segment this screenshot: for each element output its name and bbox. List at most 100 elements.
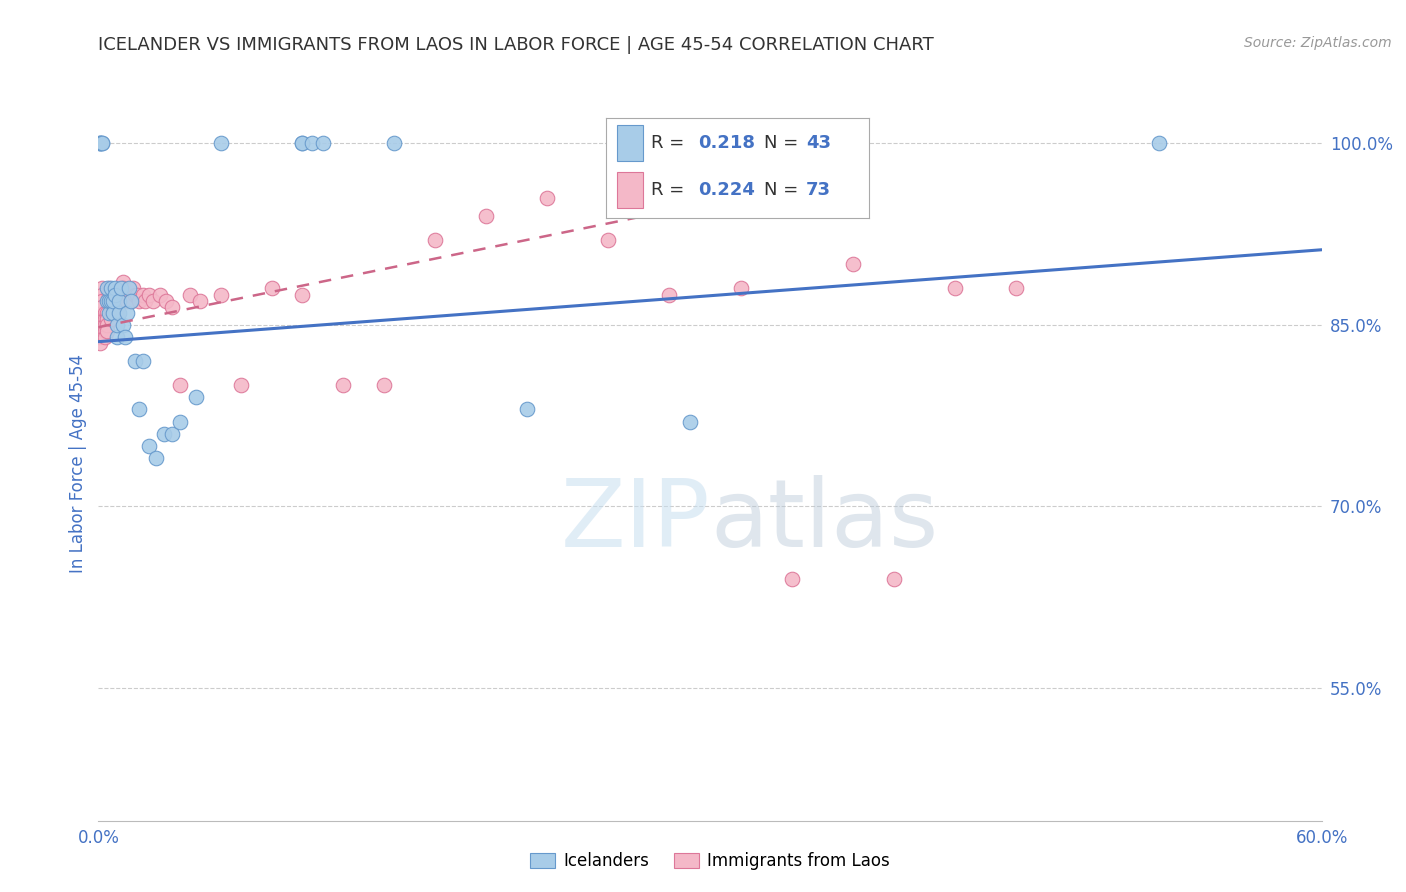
Point xyxy=(658,287,681,301)
Point xyxy=(93,324,115,338)
Point xyxy=(134,293,156,308)
Point xyxy=(155,293,177,308)
Point xyxy=(108,306,131,320)
Point xyxy=(516,402,538,417)
Point xyxy=(312,136,335,151)
Point xyxy=(780,572,803,586)
Point xyxy=(169,378,191,392)
Point xyxy=(97,293,120,308)
Point xyxy=(93,318,115,332)
Point xyxy=(132,287,155,301)
Y-axis label: In Labor Force | Age 45-54: In Labor Force | Age 45-54 xyxy=(69,354,87,574)
Point xyxy=(101,293,124,308)
Point xyxy=(91,136,114,151)
Point xyxy=(89,136,111,151)
Point xyxy=(260,281,283,295)
Point xyxy=(160,300,183,314)
Point xyxy=(115,293,138,308)
Point xyxy=(100,281,122,295)
Point xyxy=(943,281,966,295)
Point xyxy=(138,439,160,453)
Point xyxy=(124,287,146,301)
Point xyxy=(101,300,124,314)
Point xyxy=(110,287,132,301)
Point xyxy=(91,293,114,308)
Point xyxy=(96,281,118,295)
Point xyxy=(89,136,111,151)
Point xyxy=(474,209,498,223)
Point xyxy=(96,318,118,332)
Point xyxy=(145,450,167,465)
Point xyxy=(128,402,150,417)
Point xyxy=(89,330,111,344)
Point xyxy=(91,281,114,295)
Point xyxy=(100,311,122,326)
Point xyxy=(93,311,115,326)
Point xyxy=(111,276,134,290)
Point xyxy=(105,318,128,332)
Point xyxy=(96,293,118,308)
Point xyxy=(105,300,128,314)
Point xyxy=(120,293,142,308)
Point xyxy=(423,233,446,247)
Point xyxy=(149,287,172,301)
Point xyxy=(89,318,111,332)
Point xyxy=(122,281,145,295)
Point xyxy=(1147,136,1170,151)
Point xyxy=(124,354,146,368)
Text: Source: ZipAtlas.com: Source: ZipAtlas.com xyxy=(1244,36,1392,50)
Point xyxy=(89,335,111,350)
Point xyxy=(382,136,405,151)
Point xyxy=(100,293,122,308)
Point xyxy=(91,136,114,151)
Point xyxy=(118,287,141,301)
Point xyxy=(105,306,128,320)
Point xyxy=(373,378,395,392)
Point xyxy=(104,281,127,295)
Point xyxy=(104,287,127,301)
Point xyxy=(142,293,165,308)
Point xyxy=(291,287,314,301)
Point xyxy=(101,306,124,320)
Point xyxy=(100,300,122,314)
Point xyxy=(291,136,314,151)
Point xyxy=(89,324,111,338)
Point xyxy=(209,287,232,301)
Point xyxy=(301,136,323,151)
Point xyxy=(730,281,752,295)
Point xyxy=(111,281,134,295)
Point xyxy=(89,311,111,326)
Point xyxy=(138,287,160,301)
Point xyxy=(127,287,149,301)
Text: atlas: atlas xyxy=(710,475,938,567)
Point xyxy=(179,287,201,301)
Point xyxy=(93,306,115,320)
Legend: Icelanders, Immigrants from Laos: Icelanders, Immigrants from Laos xyxy=(523,846,897,877)
Point xyxy=(169,415,191,429)
Text: ZIP: ZIP xyxy=(561,475,710,567)
Point xyxy=(332,378,354,392)
Point xyxy=(96,324,118,338)
Point xyxy=(108,293,131,308)
Point xyxy=(118,281,141,295)
Point xyxy=(188,293,212,308)
Point xyxy=(160,426,183,441)
Point xyxy=(96,311,118,326)
Point xyxy=(100,306,122,320)
Point xyxy=(105,330,128,344)
Point xyxy=(114,287,136,301)
Point xyxy=(231,378,253,392)
Point xyxy=(536,191,558,205)
Point xyxy=(1004,281,1026,295)
Text: ICELANDER VS IMMIGRANTS FROM LAOS IN LABOR FORCE | AGE 45-54 CORRELATION CHART: ICELANDER VS IMMIGRANTS FROM LAOS IN LAB… xyxy=(98,36,934,54)
Point xyxy=(89,136,111,151)
Point xyxy=(108,293,131,308)
Point xyxy=(110,281,132,295)
Point xyxy=(89,306,111,320)
Point xyxy=(186,390,208,404)
Point xyxy=(96,306,118,320)
Point xyxy=(120,293,142,308)
Point xyxy=(841,257,863,271)
Point xyxy=(128,293,150,308)
Point xyxy=(108,287,131,301)
